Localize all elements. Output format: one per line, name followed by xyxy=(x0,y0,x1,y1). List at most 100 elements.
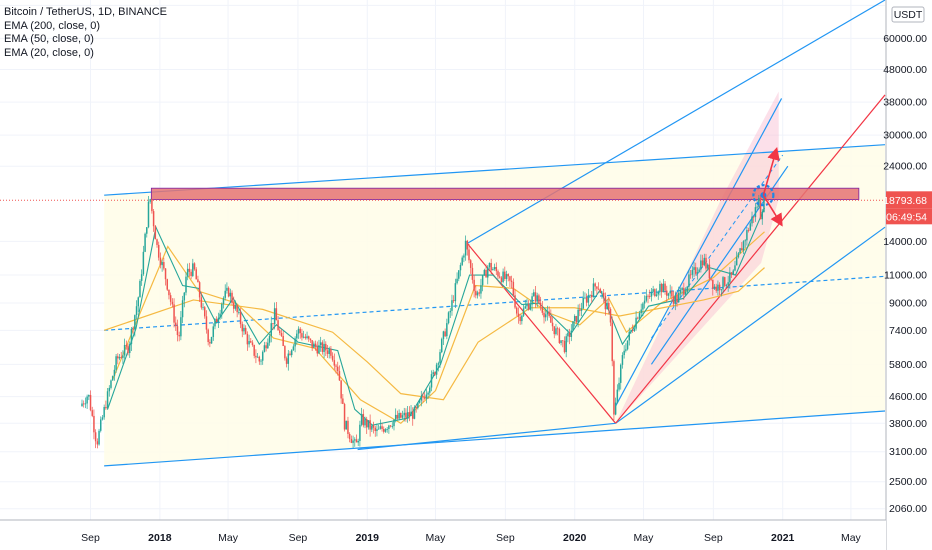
candle-body xyxy=(204,307,206,317)
candle-body xyxy=(573,316,576,322)
candle-body xyxy=(202,307,204,309)
candle-body xyxy=(695,267,697,274)
candle-body xyxy=(447,312,450,324)
candle-body xyxy=(637,317,639,319)
candle-body xyxy=(715,286,717,291)
candle-body xyxy=(181,300,184,318)
candle-body xyxy=(227,287,230,297)
candle-body xyxy=(582,297,584,309)
candle-body xyxy=(739,248,741,254)
candle-body xyxy=(111,376,114,381)
candle-body xyxy=(367,420,370,428)
candle-body xyxy=(417,402,419,408)
current-price-badge xyxy=(886,191,932,209)
candle-body xyxy=(626,340,629,350)
ema-200-line xyxy=(103,267,765,401)
candle-body xyxy=(96,441,99,445)
candle-body xyxy=(734,265,736,271)
candle-body xyxy=(265,345,267,349)
candle-body xyxy=(454,283,457,302)
candle-body xyxy=(752,216,755,218)
candle-body xyxy=(134,315,136,330)
candle-body xyxy=(725,285,728,286)
candle-body xyxy=(156,239,158,245)
candle-body xyxy=(231,292,233,303)
candle-body xyxy=(115,356,117,370)
candle-body xyxy=(198,282,201,298)
candle-body xyxy=(555,328,557,335)
candle-body xyxy=(507,274,509,277)
trendline-3 xyxy=(467,0,886,244)
candle-body xyxy=(440,339,443,353)
candle-body xyxy=(522,308,525,316)
candle-body xyxy=(268,336,271,343)
price-axis xyxy=(886,0,932,550)
candle-body xyxy=(388,425,390,429)
candle-body xyxy=(751,216,753,224)
candle-body xyxy=(157,244,160,258)
candle-body xyxy=(406,412,409,418)
candle-body xyxy=(142,251,145,275)
candle-body xyxy=(314,343,317,347)
candle-body xyxy=(386,428,388,430)
candle-body xyxy=(625,349,627,351)
candle-body xyxy=(173,304,175,323)
candle-body xyxy=(171,301,174,305)
candle-body xyxy=(113,369,116,377)
candle-body xyxy=(717,284,719,291)
candle-body xyxy=(362,413,365,426)
candle-body xyxy=(722,277,724,290)
candle-body xyxy=(538,295,540,303)
candle-body xyxy=(756,206,758,208)
indicator-ema-200[interactable]: EMA (200, close, 0) xyxy=(4,19,100,32)
candle-body xyxy=(550,316,552,323)
candle-body xyxy=(118,357,121,359)
candle-body xyxy=(168,289,170,296)
candle-body xyxy=(261,351,264,361)
candle-body xyxy=(384,429,387,432)
candle-body xyxy=(183,292,186,301)
candle-body xyxy=(572,321,574,331)
candle-body xyxy=(277,320,279,331)
candle-body xyxy=(137,297,140,307)
candle-body xyxy=(205,316,208,330)
candle-body xyxy=(618,382,620,390)
candle-body xyxy=(500,277,503,282)
candle-body xyxy=(705,257,707,269)
candle-body xyxy=(374,427,376,432)
indicator-ema-50[interactable]: EMA (50, close, 0) xyxy=(4,33,94,45)
candle-body xyxy=(712,279,714,289)
candle-body xyxy=(642,303,644,310)
candle-body xyxy=(304,336,307,339)
candle-body xyxy=(451,300,453,311)
candle-body xyxy=(178,335,180,337)
candle-body xyxy=(127,345,129,354)
candle-body xyxy=(742,241,745,251)
candle-body xyxy=(563,340,566,353)
candle-body xyxy=(480,285,482,294)
y-tick-label: 48000.00 xyxy=(883,64,927,76)
candle-body xyxy=(758,197,760,207)
candle-body xyxy=(210,336,213,344)
candle-body xyxy=(696,272,699,274)
candle-body xyxy=(539,302,542,307)
candle-body xyxy=(369,420,371,430)
ema-layer xyxy=(103,207,766,426)
candle-body xyxy=(352,440,354,443)
candle-body xyxy=(256,356,259,358)
candle-body xyxy=(383,428,385,432)
y-tick-label: 9000.00 xyxy=(889,298,927,310)
candle-body xyxy=(209,342,211,344)
candle-body xyxy=(747,230,750,231)
candle-body xyxy=(238,311,240,313)
candle-body xyxy=(325,343,327,351)
indicator-ema-20[interactable]: EMA (20, close, 0) xyxy=(4,46,94,59)
candle-body xyxy=(490,262,492,271)
symbol-title[interactable]: Bitcoin / TetherUS, 1D, BINANCE xyxy=(4,6,168,18)
candle-body xyxy=(706,264,709,269)
candle-body xyxy=(505,274,508,279)
candle-body xyxy=(553,326,556,335)
candle-body xyxy=(437,363,440,365)
candle-body xyxy=(336,366,339,372)
